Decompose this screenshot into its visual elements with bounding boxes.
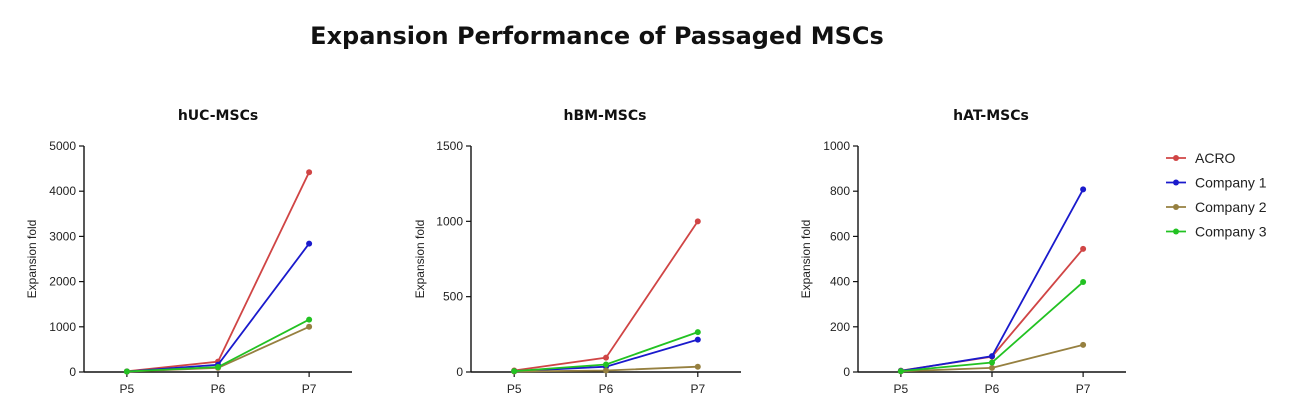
chart-panel-0: hUC-MSCs 0 1000 2000 3000 4000 5000 P5 P6 P7 Expan… bbox=[25, 108, 352, 396]
legend-swatch-marker bbox=[1173, 155, 1179, 161]
y-tick-label: 800 bbox=[830, 184, 850, 198]
y-tick-label: 1000 bbox=[49, 320, 76, 334]
y-tick-label: 3000 bbox=[49, 229, 76, 243]
data-point-company-2 bbox=[1080, 341, 1087, 348]
data-point-company-2 bbox=[989, 364, 995, 371]
x-tick-label: P6 bbox=[599, 382, 614, 396]
data-point-company-3 bbox=[511, 368, 518, 375]
legend-item-company-3: Company 3 bbox=[1166, 224, 1267, 240]
data-point-company-2 bbox=[306, 323, 313, 330]
series-line-acro bbox=[126, 171, 310, 373]
data-point-acro bbox=[694, 218, 701, 225]
y-tick-label: 400 bbox=[830, 275, 850, 289]
data-point-company-2 bbox=[603, 367, 609, 374]
data-point-company-3 bbox=[694, 329, 701, 336]
page-title: Expansion Performance of Passaged MSCs bbox=[310, 22, 884, 50]
series-line-company-1 bbox=[126, 243, 310, 373]
y-tick-label: 4000 bbox=[49, 184, 76, 198]
y-tick-label: 1000 bbox=[436, 214, 463, 228]
data-point-company-3 bbox=[897, 368, 904, 375]
y-tick-label: 600 bbox=[830, 229, 850, 243]
data-point-acro bbox=[1080, 245, 1087, 252]
chart-panel-1: hBM-MSCs 0 500 1000 1500 P5 P6 P7 Expansion fold bbox=[413, 108, 741, 396]
x-tick-label: P5 bbox=[507, 382, 522, 396]
y-tick-label: 200 bbox=[830, 320, 850, 334]
data-point-company-1 bbox=[306, 240, 313, 247]
legend-label: Company 3 bbox=[1195, 224, 1267, 240]
data-point-company-1 bbox=[1080, 186, 1087, 193]
chart-title: hBM-MSCs bbox=[563, 108, 646, 124]
data-point-company-3 bbox=[123, 368, 130, 375]
x-tick-label: P7 bbox=[1076, 382, 1091, 396]
y-tick-label: 1000 bbox=[823, 139, 850, 153]
data-point-company-2 bbox=[694, 363, 701, 370]
chart-title: hUC-MSCs bbox=[178, 108, 258, 124]
y-tick-label: 0 bbox=[69, 365, 76, 379]
legend-item-company-2: Company 2 bbox=[1166, 199, 1267, 215]
legend: ACRO Company 1 Company 2 Company 3 bbox=[1166, 150, 1267, 240]
y-tick-label: 5000 bbox=[49, 139, 76, 153]
y-tick-label: 1500 bbox=[436, 139, 463, 153]
data-point-company-3 bbox=[603, 361, 609, 368]
x-tick-label: P6 bbox=[985, 382, 1000, 396]
x-tick-label: P5 bbox=[894, 382, 909, 396]
legend-swatch-marker bbox=[1173, 228, 1179, 235]
legend-label: Company 2 bbox=[1195, 199, 1267, 215]
x-tick-label: P7 bbox=[302, 382, 317, 396]
legend-item-company-1: Company 1 bbox=[1166, 175, 1267, 191]
legend-label: Company 1 bbox=[1195, 175, 1267, 191]
y-axis-label: Expansion fold bbox=[25, 220, 39, 299]
data-point-acro bbox=[603, 354, 609, 361]
data-point-company-3 bbox=[989, 359, 995, 366]
legend-item-acro: ACRO bbox=[1166, 150, 1236, 166]
y-axis-label: Expansion fold bbox=[799, 220, 813, 299]
legend-swatch-marker bbox=[1173, 179, 1179, 186]
y-tick-label: 0 bbox=[843, 365, 850, 379]
data-point-company-3 bbox=[1080, 279, 1087, 286]
legend-swatch-marker bbox=[1173, 204, 1179, 210]
y-tick-label: 500 bbox=[443, 290, 463, 304]
chart-title: hAT-MSCs bbox=[953, 108, 1029, 124]
data-point-acro bbox=[306, 169, 313, 176]
legend-label: ACRO bbox=[1195, 150, 1236, 166]
data-point-company-1 bbox=[989, 353, 995, 360]
data-point-company-3 bbox=[215, 364, 221, 371]
y-tick-label: 0 bbox=[456, 365, 463, 379]
x-tick-label: P6 bbox=[211, 382, 226, 396]
data-point-company-1 bbox=[694, 336, 701, 343]
chart-panel-2: hAT-MSCs 0 200 400 600 800 1000 P5 P6 P7 Expansion… bbox=[799, 108, 1126, 396]
x-tick-label: P5 bbox=[120, 382, 135, 396]
y-tick-label: 2000 bbox=[49, 275, 76, 289]
data-point-company-3 bbox=[306, 316, 313, 323]
y-axis-label: Expansion fold bbox=[413, 220, 427, 299]
x-tick-label: P7 bbox=[690, 382, 705, 396]
